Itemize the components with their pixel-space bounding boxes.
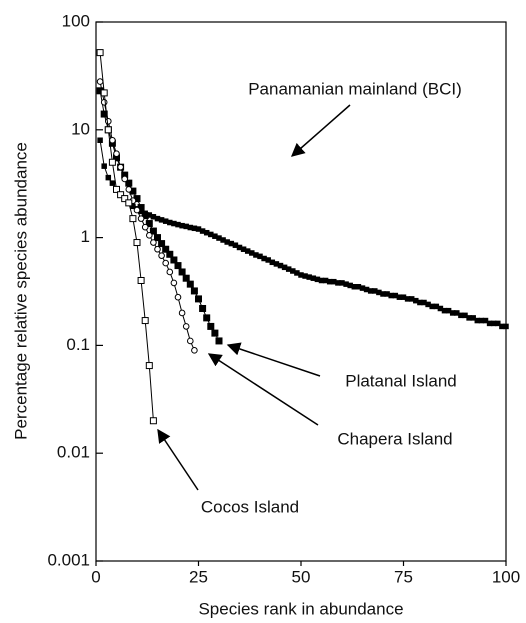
point <box>149 417 157 425</box>
point <box>150 239 157 246</box>
point <box>105 174 112 181</box>
point <box>137 215 145 222</box>
x-tick-label: 0 <box>91 567 100 586</box>
point <box>97 137 103 143</box>
x-axis-label: Species rank in abundance <box>198 599 403 618</box>
arrow <box>226 342 321 377</box>
annotation: Panamanian mainland (BCI) <box>248 79 462 98</box>
point <box>113 185 120 193</box>
y-tick-label: 1 <box>81 227 90 246</box>
arrow <box>207 353 319 426</box>
point <box>121 195 129 203</box>
point <box>187 337 194 345</box>
point <box>170 256 178 264</box>
point <box>100 98 108 106</box>
point <box>133 206 141 214</box>
point <box>158 252 165 259</box>
point <box>113 150 120 158</box>
y-axis-label: Percentage relative species abundance <box>11 142 30 440</box>
x-tick-label: 75 <box>394 567 413 586</box>
point <box>199 304 207 312</box>
point <box>482 317 489 324</box>
point <box>182 274 190 282</box>
annotation: Cocos Island <box>201 497 299 516</box>
y-tick-label: 100 <box>62 11 90 30</box>
plot-frame <box>95 21 507 562</box>
x-tick-label: 50 <box>292 567 311 586</box>
point <box>191 347 198 354</box>
point <box>166 250 174 258</box>
point <box>149 227 157 235</box>
point <box>137 276 145 284</box>
point <box>495 320 501 327</box>
point <box>207 322 215 330</box>
annotation: Chapera Island <box>337 429 452 448</box>
point <box>133 239 141 247</box>
point <box>178 268 186 276</box>
arrow <box>290 104 351 157</box>
point <box>154 234 161 242</box>
y-tick-label: 0.001 <box>47 550 90 569</box>
point <box>100 89 108 97</box>
point <box>105 117 112 125</box>
point <box>145 220 153 228</box>
point <box>141 317 149 325</box>
point <box>129 215 137 223</box>
point <box>117 191 125 199</box>
point <box>203 314 211 322</box>
point <box>174 293 182 301</box>
x-tick-label: 25 <box>189 567 208 586</box>
point <box>109 180 116 186</box>
point <box>174 262 182 270</box>
point <box>108 158 116 166</box>
point <box>104 126 112 134</box>
point <box>121 175 128 183</box>
annotation: Platanal Island <box>345 371 457 390</box>
y-tick-label: 0.01 <box>57 443 90 462</box>
point <box>162 259 169 267</box>
y-tick-label: 10 <box>71 119 90 138</box>
point <box>182 323 190 330</box>
point <box>503 323 509 330</box>
point <box>190 287 198 295</box>
point <box>195 295 202 303</box>
point <box>215 337 223 345</box>
point <box>211 329 219 337</box>
x-tick-label: 100 <box>492 567 520 586</box>
point <box>154 245 161 253</box>
point <box>186 280 194 288</box>
point <box>96 49 104 57</box>
point <box>125 199 133 207</box>
point <box>96 78 104 85</box>
y-tick-label: 0.1 <box>66 335 90 354</box>
point <box>125 186 133 193</box>
point <box>109 136 116 144</box>
arrow <box>157 428 199 491</box>
point <box>141 223 149 231</box>
series-line <box>99 140 506 327</box>
series-line <box>99 52 154 421</box>
point <box>166 268 174 276</box>
point <box>158 240 166 248</box>
point <box>145 362 153 370</box>
point <box>162 245 170 253</box>
point <box>146 232 153 239</box>
point <box>101 163 107 169</box>
point <box>178 309 186 317</box>
point <box>170 279 178 287</box>
point <box>117 163 124 171</box>
